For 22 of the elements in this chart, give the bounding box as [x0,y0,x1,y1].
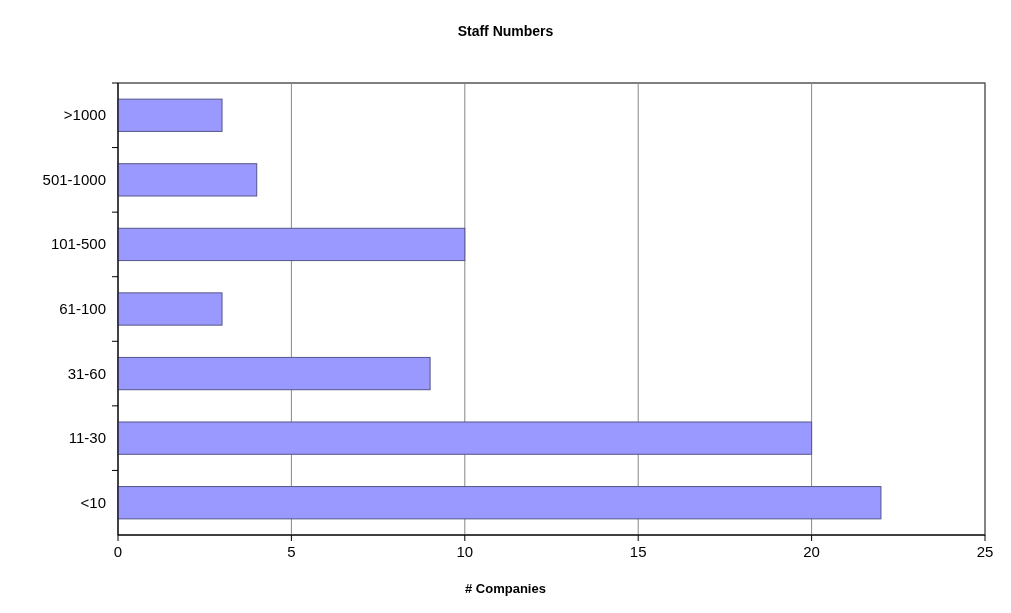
x-tick-label: 25 [976,543,994,560]
bar [117,421,813,455]
bar [117,292,223,326]
bar [117,227,466,262]
y-tick-label: 101-500 [50,235,106,253]
y-tick-label: 61-100 [59,300,106,317]
y-tick-label: 11-30 [68,429,106,447]
bar [117,356,431,391]
y-tick-label: 501-1000 [42,170,106,188]
bar [117,486,882,520]
y-tick-label: 31-60 [67,364,106,382]
bar [117,98,223,132]
x-tick-label: 10 [456,543,474,560]
y-tick-label: >1000 [63,106,106,124]
x-tick-label: 0 [113,543,123,560]
bar [117,163,258,197]
x-tick-label: 5 [287,543,296,560]
chart-title: Staff Numbers [457,23,554,39]
x-tick-label: 15 [629,543,647,560]
y-tick-label: <10 [80,493,106,511]
x-axis-title: # Companies [465,581,546,596]
x-tick-label: 20 [803,543,820,560]
